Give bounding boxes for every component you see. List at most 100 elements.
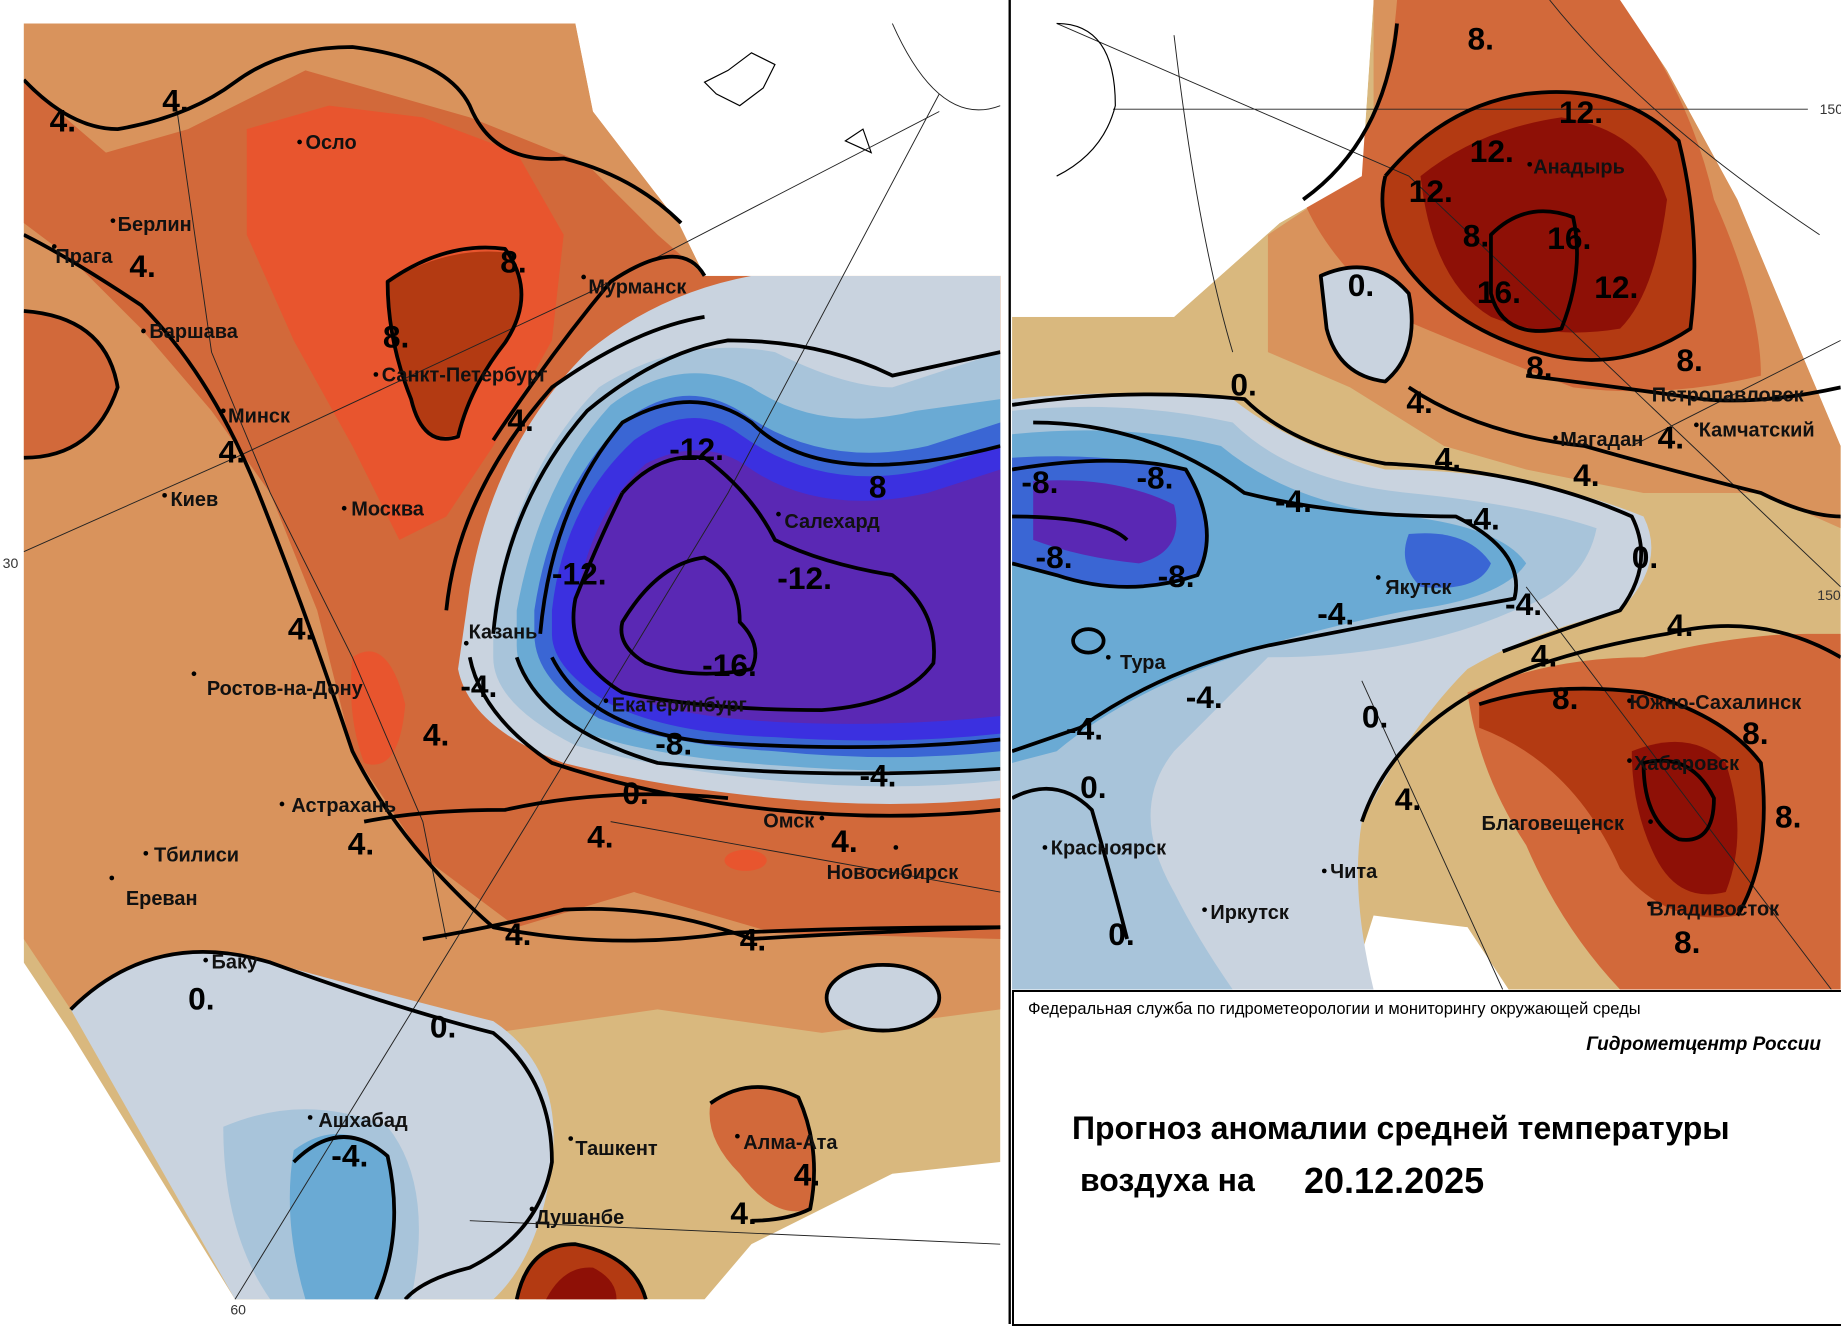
- contour-label: 0.: [1362, 699, 1388, 735]
- svg-text:Магадан: Магадан: [1560, 429, 1643, 451]
- city-yakutsk: Якутск: [1375, 575, 1452, 599]
- contour-label: 8.: [1552, 680, 1578, 716]
- forecast-date: 20.12.2025: [1304, 1160, 1485, 1201]
- svg-text:Душанбе: Душанбе: [536, 1207, 625, 1229]
- contour-label: 8.: [1775, 799, 1801, 835]
- contour-label: 16.: [1547, 220, 1591, 256]
- left-map-panel: [23, 23, 1001, 1300]
- contour-label: 4.: [505, 916, 531, 952]
- anomaly-neg16-area: [575, 450, 1001, 724]
- svg-text:Тбилиси: Тбилиси: [154, 845, 239, 867]
- city-saint-petersburg: Санкт-Петербург: [373, 364, 548, 386]
- city-moscow: Москва: [341, 498, 425, 520]
- city-anadyr: Анадырь: [1527, 157, 1625, 179]
- svg-text:Минск: Минск: [228, 406, 290, 428]
- contour-label: 0.: [430, 1009, 456, 1045]
- contour-label: -4.: [1275, 483, 1312, 519]
- svg-text:Ташкент: Ташкент: [575, 1138, 657, 1160]
- city-almaty: Алма-Ата: [735, 1132, 838, 1154]
- contour-label: -8.: [1136, 459, 1173, 495]
- city-blagoveshchensk: Благовещенск: [1482, 813, 1653, 835]
- warm-area-dushanbe-core: [546, 1267, 617, 1300]
- contour-label: 0.: [1108, 916, 1134, 952]
- contour-label: -4.: [859, 757, 896, 793]
- contour-label: 8.: [383, 318, 409, 354]
- city-omsk: Омск: [763, 811, 825, 833]
- svalbard-coast: [703, 52, 873, 154]
- city-khabarovsk: Хабаровск: [1627, 753, 1739, 775]
- graticule-label: 150: [1817, 587, 1841, 603]
- anomaly-4-area-west: [23, 311, 118, 458]
- city-magadan: Магадан: [1553, 429, 1643, 451]
- svg-text:Баку: Баку: [212, 951, 259, 973]
- contour-label: 0.: [188, 980, 214, 1016]
- city-krasnoyarsk: Красноярск: [1042, 837, 1166, 859]
- city-murmansk: Мурманск: [581, 274, 686, 298]
- warm-area-omsk: [724, 849, 767, 871]
- map-title-line2: воздуха на: [1080, 1162, 1255, 1198]
- city-kazan: Казань: [463, 622, 537, 646]
- svg-text:Южно-Сахалинск: Южно-Сахалинск: [1629, 692, 1801, 714]
- contour-label: 0.: [1080, 769, 1106, 805]
- contour-label: 12.: [1594, 269, 1638, 305]
- city-minsk: Минск: [220, 406, 290, 428]
- contour-label: 4.: [1406, 384, 1432, 420]
- city-berlin: Берлин: [110, 214, 192, 236]
- svg-text:Тура: Тура: [1120, 652, 1166, 674]
- city-novosibirsk: Новосибирск: [827, 845, 958, 884]
- anomaly-neg12-west: [1033, 480, 1177, 564]
- cities-left: Осло Берлин Прага Варшава Минск Киев Мос…: [51, 132, 958, 1229]
- map-title-line1: Прогноз аномалии средней температуры: [1072, 1110, 1730, 1146]
- contour-label: 4.: [423, 716, 449, 752]
- contour-label: 4.: [794, 1156, 820, 1192]
- svg-text:Мурманск: Мурманск: [588, 276, 686, 298]
- contour-label: 4.: [1658, 419, 1684, 455]
- contour-label: 4.: [507, 402, 533, 438]
- svg-text:Ашхабад: Ашхабад: [318, 1110, 408, 1132]
- contour-label: -4.: [1066, 710, 1103, 746]
- city-ashgabat: Ашхабад: [307, 1110, 408, 1132]
- contour-label: -8.: [655, 726, 692, 762]
- city-oslo: Осло: [297, 132, 357, 154]
- svg-text:Санкт-Петербург: Санкт-Петербург: [382, 364, 548, 386]
- city-tashkent: Ташкент: [568, 1136, 658, 1160]
- svg-text:Ростов-на-Дону: Ростов-на-Дону: [207, 678, 363, 700]
- svg-text:Москва: Москва: [351, 498, 425, 520]
- arctic-circle: [1056, 22, 1116, 177]
- city-tura: Тура: [1105, 652, 1166, 674]
- svg-text:Астрахань: Астрахань: [291, 795, 396, 817]
- contour-label: 4.: [831, 823, 857, 859]
- agency-name: Федеральная служба по гидрометеорологии …: [1028, 1000, 1641, 1018]
- contour-label: 8: [869, 469, 887, 505]
- svg-text:Салехард: Салехард: [784, 511, 880, 533]
- city-tbilisi: Тбилиси: [143, 845, 239, 867]
- city-chita: Чита: [1321, 861, 1378, 883]
- contour-label: -12.: [669, 431, 724, 467]
- city-yerevan: Ереван: [109, 875, 198, 910]
- city-yekaterinburg: Екатеринбург: [603, 694, 747, 716]
- meridian-lines: [23, 23, 1001, 1300]
- city-vladivostok: Владивосток: [1647, 899, 1779, 921]
- svg-text:Красноярск: Красноярск: [1051, 837, 1166, 859]
- contour-label: 4.: [730, 1195, 756, 1231]
- contour-label: 4.: [348, 825, 374, 861]
- contour-label: 4.: [129, 248, 155, 284]
- anomaly-6-area-south: [350, 651, 406, 765]
- contour-label: 8.: [1674, 924, 1700, 960]
- contour-label: 4.: [50, 102, 76, 138]
- cool-area-turkmen-core: [289, 1134, 395, 1300]
- contour-label: 12.: [1559, 94, 1603, 130]
- contour-label: -4.: [1186, 679, 1223, 715]
- contour-label: -12.: [552, 556, 607, 592]
- contour-label: 4.: [1573, 457, 1599, 493]
- contour-label: 4.: [288, 611, 314, 647]
- svg-text:Якутск: Якутск: [1385, 577, 1451, 599]
- contour-label: 12.: [1409, 173, 1453, 209]
- svg-text:Благовещенск: Благовещенск: [1482, 813, 1624, 835]
- isolines-right: [1012, 23, 1841, 940]
- svg-text:Владивосток: Владивосток: [1649, 899, 1779, 921]
- svg-text:Петропавловск: Петропавловск: [1652, 384, 1804, 406]
